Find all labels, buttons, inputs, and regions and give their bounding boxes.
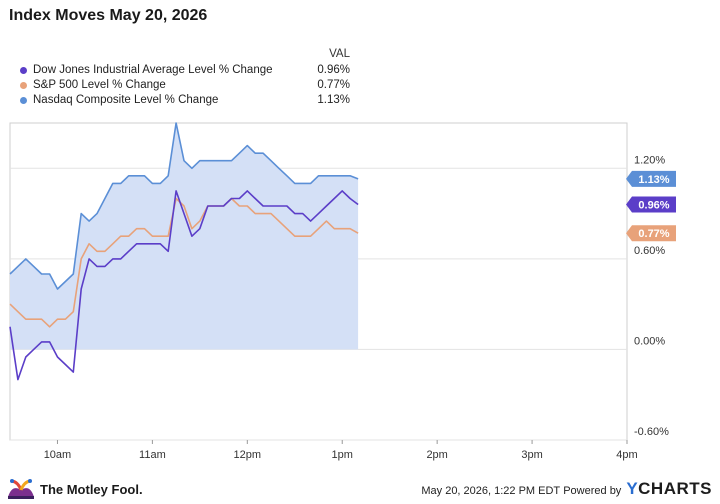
legend-label-dow: Dow Jones Industrial Average Level % Cha… <box>33 64 273 76</box>
series-line-dow <box>9 190 359 381</box>
value-flag-dow-bg <box>626 196 676 213</box>
powered-by-text: Powered by <box>563 485 622 497</box>
legend-header: VAL <box>329 48 350 60</box>
legend-label-sp500: S&P 500 Level % Change <box>33 79 166 91</box>
y-tick-label: -0.60% <box>634 426 669 438</box>
legend-label-nasdaq: Nasdaq Composite Level % Change <box>33 94 219 106</box>
series-line-nasdaq <box>9 122 359 290</box>
value-flag-nasdaq-label: 1.13% <box>638 174 669 186</box>
legend-item-sp500[interactable]: S&P 500 Level % Change 0.77% <box>20 79 350 94</box>
value-flag-dow: 0.96% <box>626 196 676 213</box>
legend-item-dow[interactable]: Dow Jones Industrial Average Level % Cha… <box>20 64 350 79</box>
motley-fool-logo: The Motley Fool. <box>6 478 143 500</box>
ycharts-y: Y <box>626 479 639 498</box>
x-tick-label: 2pm <box>426 449 447 461</box>
legend-dot-nasdaq <box>20 97 27 104</box>
legend-dot-dow <box>20 67 27 74</box>
y-tick-label: 0.60% <box>634 245 665 257</box>
value-flag-dow-label: 0.96% <box>638 200 669 212</box>
area-fill <box>10 123 359 350</box>
ycharts-rest: CHARTS <box>638 479 712 498</box>
y-tick-label: 0.00% <box>634 335 665 347</box>
value-flag-sp500-label: 0.77% <box>638 228 669 240</box>
y-tick-label: 1.20% <box>634 154 665 166</box>
value-flag-nasdaq: 1.13% <box>626 170 676 187</box>
ycharts-link[interactable]: YCHARTS <box>626 479 712 499</box>
legend-value-nasdaq: 1.13% <box>317 94 350 106</box>
x-tick-label: 4pm <box>616 449 637 461</box>
attribution: May 20, 2026, 1:22 PM EDT Powered by YCH… <box>421 479 712 499</box>
x-tick-label: 1pm <box>332 449 353 461</box>
x-tick-label: 3pm <box>521 449 542 461</box>
series-line-sp500 <box>9 197 359 328</box>
legend-dot-sp500 <box>20 82 27 89</box>
chart-title: Index Moves May 20, 2026 <box>9 7 208 24</box>
legend-value-dow: 0.96% <box>317 64 350 76</box>
value-flag-sp500: 0.77% <box>626 225 676 242</box>
value-flag-sp500-bg <box>626 225 676 242</box>
jester-cap-icon <box>8 479 34 499</box>
x-tick-label: 11am <box>139 449 166 461</box>
x-tick-label: 12pm <box>234 449 262 461</box>
value-flag-nasdaq-bg <box>626 170 676 187</box>
legend-item-nasdaq[interactable]: Nasdaq Composite Level % Change 1.13% <box>20 94 350 109</box>
x-tick-label: 10am <box>44 449 72 461</box>
timestamp: May 20, 2026, 1:22 PM EDT <box>421 485 561 497</box>
brand-name: The Motley Fool. <box>40 481 143 497</box>
legend-value-sp500: 0.77% <box>317 79 350 91</box>
